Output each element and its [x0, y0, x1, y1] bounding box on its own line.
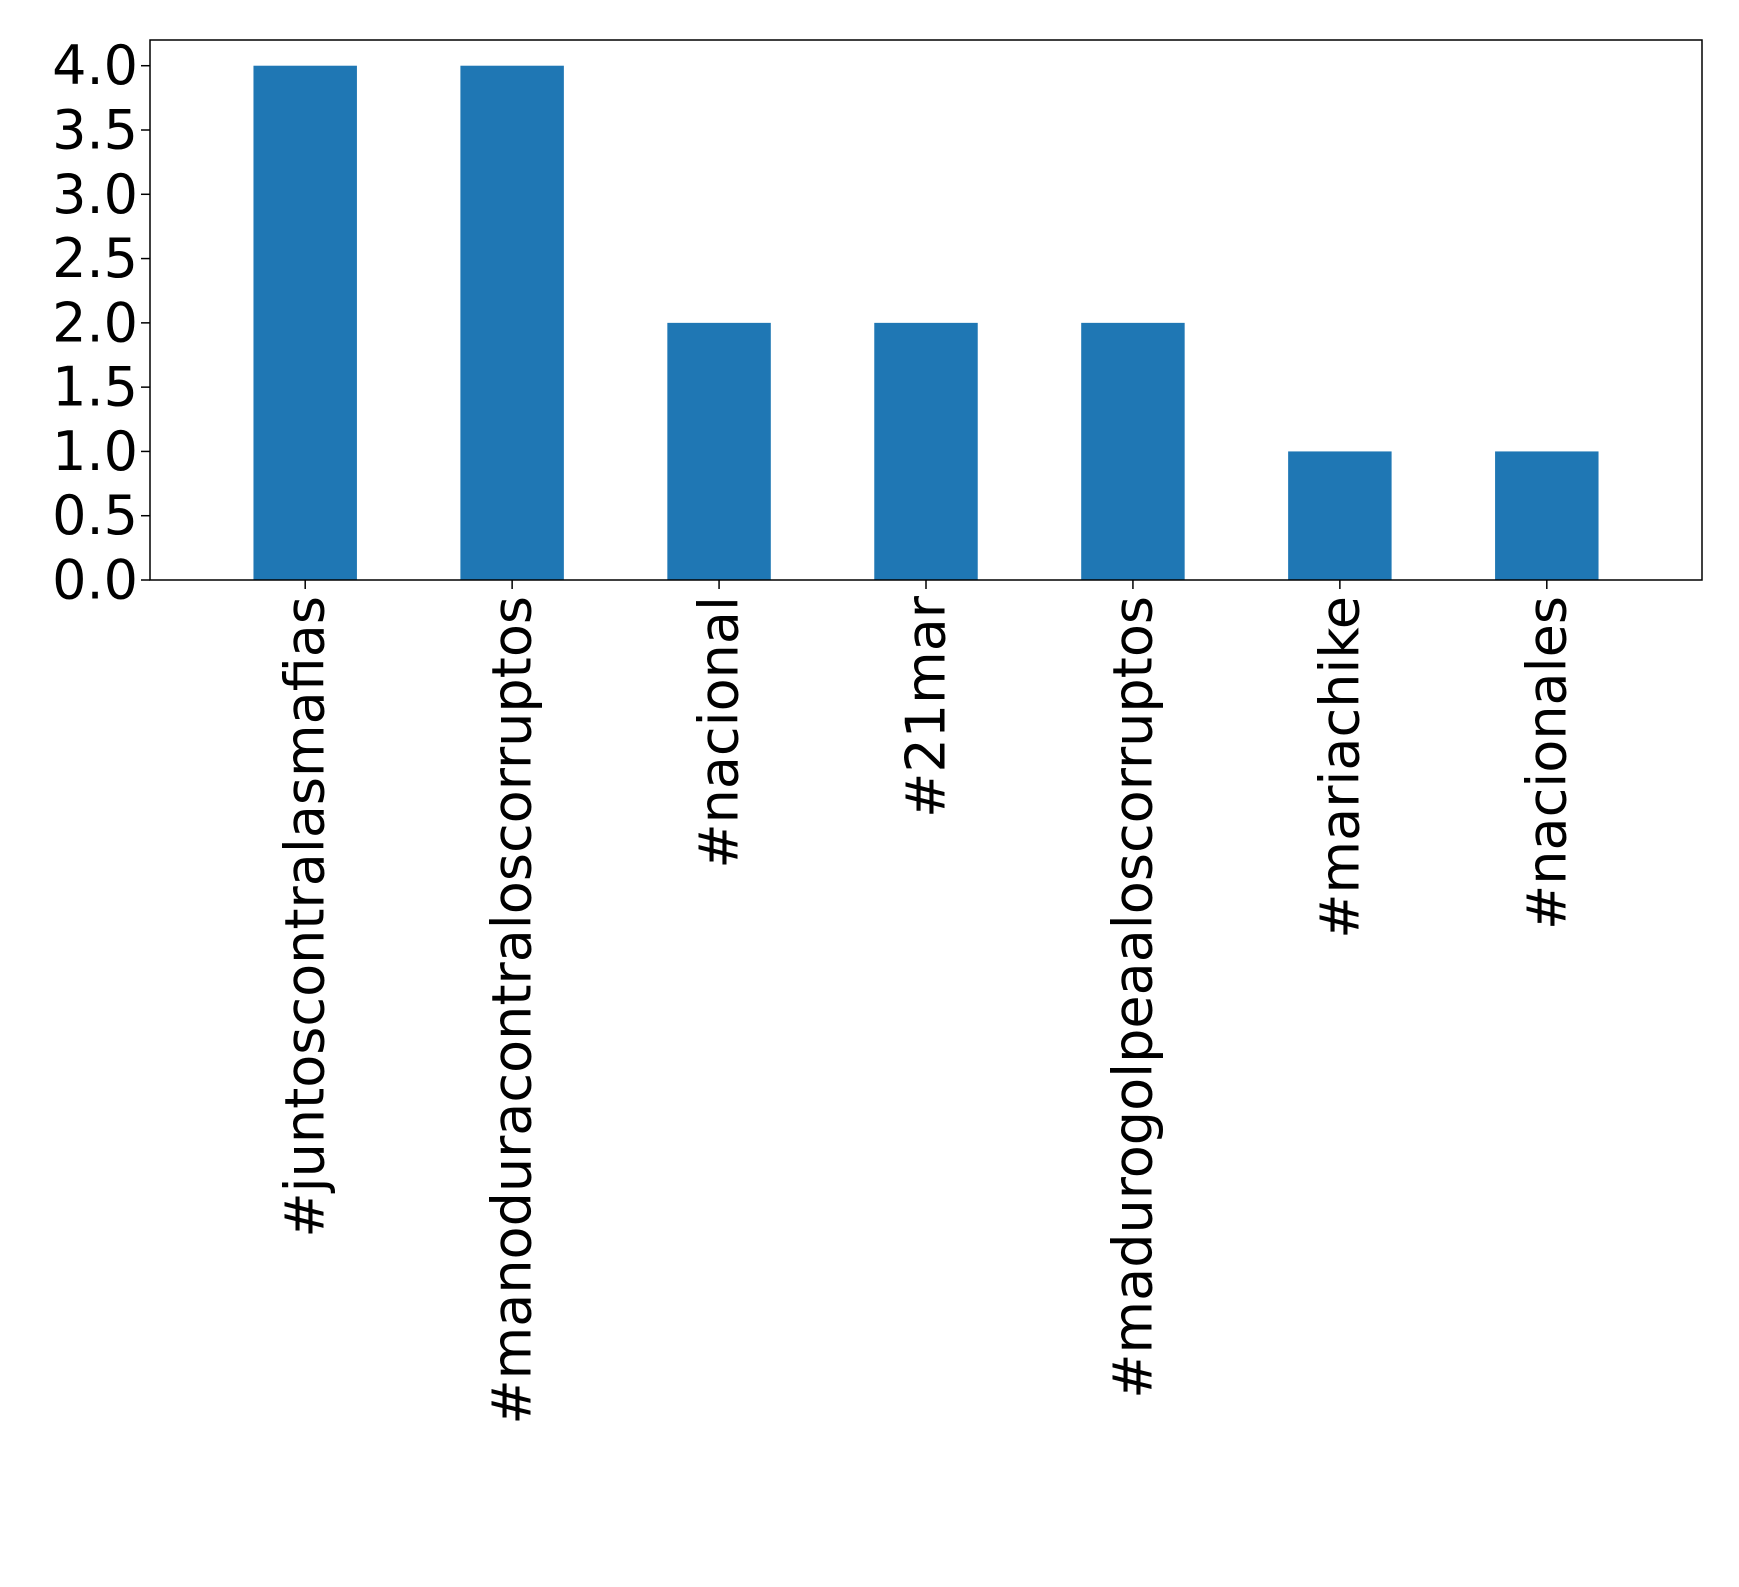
- bar-21mar: [874, 322, 978, 580]
- y-tick-label: 2.0: [52, 291, 138, 354]
- x-tick-label: #mariachike: [1308, 596, 1371, 939]
- bar-mariachike: [1288, 451, 1392, 580]
- y-tick-label: 3.5: [52, 99, 138, 162]
- plot-frame: [149, 39, 1703, 581]
- y-tick-label: 1.5: [52, 356, 138, 419]
- bars-group: [253, 65, 1599, 580]
- bar-nacional: [667, 322, 771, 580]
- x-tick-label: #nacional: [688, 596, 751, 869]
- x-tick-label: #juntoscontralasmafias: [274, 596, 337, 1238]
- bar-manoduracontraloscorruptos: [460, 65, 564, 580]
- y-tick-label: 2.5: [52, 227, 138, 290]
- bar-nacionales: [1495, 451, 1599, 580]
- y-tick-label: 0.5: [52, 484, 138, 547]
- y-tick-label: 1.0: [52, 420, 138, 483]
- x-tick-label: #madurogolpeaaloscorruptos: [1101, 596, 1164, 1399]
- y-tick-label: 3.0: [52, 163, 138, 226]
- y-tick-label: 4.0: [52, 34, 138, 97]
- y-tick-label: 0.0: [52, 549, 138, 612]
- x-tick-label: #21mar: [895, 595, 958, 818]
- x-tick-label: #manoduracontraloscorruptos: [481, 596, 544, 1425]
- bar-juntoscontralasmafias: [253, 65, 357, 580]
- y-axis: 0.00.51.01.52.02.53.03.54.0: [52, 34, 150, 612]
- bar-madurogolpeaaloscorruptos: [1081, 322, 1185, 580]
- x-axis: #juntoscontralasmafias #manoduracontralos…: [274, 580, 1578, 1425]
- x-tick-label: #nacionales: [1515, 596, 1578, 930]
